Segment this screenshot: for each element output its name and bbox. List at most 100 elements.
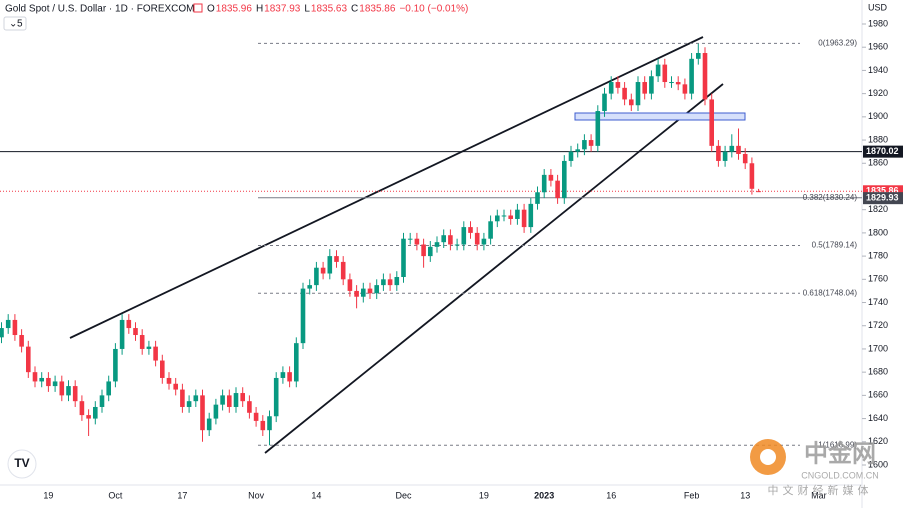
candle-body xyxy=(320,267,326,274)
y-tick-label: 1760 xyxy=(868,274,888,284)
candle-body xyxy=(461,227,467,245)
candle-body xyxy=(696,53,701,59)
candle-body xyxy=(39,377,44,382)
candle-body xyxy=(146,346,152,349)
fib-label: 1(1616.99) xyxy=(818,440,857,449)
fib-label: 0.382(1830.24) xyxy=(803,193,858,202)
candle-body xyxy=(642,82,647,94)
candle-body xyxy=(515,209,520,219)
candle-body xyxy=(468,227,473,233)
indicator-count: 5 xyxy=(17,19,23,30)
candle-body xyxy=(300,288,306,344)
candle-body xyxy=(26,346,31,373)
watermark-site: CNGOLD.COM.CN xyxy=(801,470,879,480)
candle-body xyxy=(729,145,735,152)
ohlc-value: 1837.93 xyxy=(264,4,301,15)
indicator-toggle-arrow: ⌄ xyxy=(9,19,17,30)
candle-body xyxy=(72,386,78,402)
candle-body xyxy=(649,76,654,94)
lower-trendline[interactable] xyxy=(264,83,724,454)
candle-body xyxy=(327,256,333,274)
candle-body xyxy=(669,82,674,84)
ohlc-label: H xyxy=(256,4,263,15)
y-tick-label: 1680 xyxy=(868,367,888,377)
candle-body xyxy=(347,279,353,291)
y-tick-label: 1940 xyxy=(868,65,888,75)
candle-body xyxy=(287,372,292,382)
candle-body xyxy=(340,261,346,280)
candle-body xyxy=(280,372,286,378)
ohlc-header: O 1835.96 H 1837.93 L 1835.63 C 1835.86 −0.10 (−… xyxy=(207,4,468,15)
candle-body xyxy=(595,111,601,146)
price-tag-label: 1829.93 xyxy=(866,193,899,203)
candle-body xyxy=(66,386,71,396)
candle-body xyxy=(702,53,708,100)
candle-body xyxy=(736,145,741,154)
candle-body xyxy=(501,215,507,217)
candle-body xyxy=(367,288,373,294)
y-tick-label: 1860 xyxy=(868,158,888,168)
upper-trendline[interactable] xyxy=(69,36,704,339)
candle-body xyxy=(334,256,339,262)
x-tick-label: 13 xyxy=(740,490,750,500)
tv-logo: TV xyxy=(7,449,37,479)
candle-body xyxy=(354,290,359,297)
candle-body xyxy=(59,381,65,396)
candle-body xyxy=(113,348,118,382)
candle-body xyxy=(428,246,433,257)
candle-body xyxy=(79,401,85,416)
candle-body xyxy=(608,82,614,94)
candle-body xyxy=(227,395,232,407)
candle-body xyxy=(756,191,761,193)
candle-body xyxy=(213,404,219,419)
watermark-logo-inner xyxy=(760,449,776,465)
watermark-brand: 中金网 xyxy=(804,439,876,467)
indicators-toggle[interactable] xyxy=(3,16,27,31)
ohlc-label: C xyxy=(351,4,358,15)
ohlc-change: −0.10 (−0.01%) xyxy=(399,4,468,15)
candle-body xyxy=(206,418,212,431)
candle-body xyxy=(495,215,500,222)
y-tick-label: 1700 xyxy=(868,343,888,353)
symbol-flag[interactable] xyxy=(193,3,203,13)
y-tick-label: 1780 xyxy=(868,250,888,260)
resistance-zone[interactable] xyxy=(574,112,746,121)
candle-body xyxy=(722,151,728,161)
y-tick-label: 1740 xyxy=(868,297,888,307)
price-tag-label: 1835.86 xyxy=(866,186,899,196)
candle-body xyxy=(407,238,413,240)
x-tick-label: 2023 xyxy=(534,490,554,500)
candle-body xyxy=(394,276,400,286)
tv-logo-mark: TV xyxy=(14,456,29,470)
candle-body xyxy=(126,319,132,329)
candle-body xyxy=(528,203,534,228)
candle-body xyxy=(0,328,4,338)
candle-body xyxy=(133,328,138,336)
y-tick-label: 1820 xyxy=(868,204,888,214)
candle-body xyxy=(294,343,299,382)
candle-body xyxy=(193,395,199,402)
candle-body xyxy=(173,383,178,390)
y-tick-label: 1800 xyxy=(868,227,888,237)
x-tick-label: 19 xyxy=(479,490,489,500)
y-tick-label: 1720 xyxy=(868,320,888,330)
x-tick-label: 16 xyxy=(606,490,616,500)
candle-body xyxy=(200,395,205,431)
candle-body xyxy=(166,377,172,384)
candle-body xyxy=(153,346,158,361)
watermark: 中金网 CNGOLD.COM.CN 中文财经新媒体 xyxy=(750,439,879,497)
candle-body xyxy=(240,393,245,402)
candle-body xyxy=(86,415,91,419)
candle-body xyxy=(12,319,18,336)
candle-body xyxy=(689,58,694,94)
candle-body xyxy=(273,377,279,417)
candle-body xyxy=(662,64,668,83)
ohlc-value: 1835.63 xyxy=(311,4,348,15)
candle-body xyxy=(401,238,406,277)
candle-body xyxy=(220,395,225,405)
y-tick-label: 1920 xyxy=(868,88,888,98)
candle-body xyxy=(635,82,641,106)
candle-body xyxy=(46,377,51,387)
y-tick-label: 1660 xyxy=(868,390,888,400)
x-tick-label: Mar xyxy=(811,490,827,500)
